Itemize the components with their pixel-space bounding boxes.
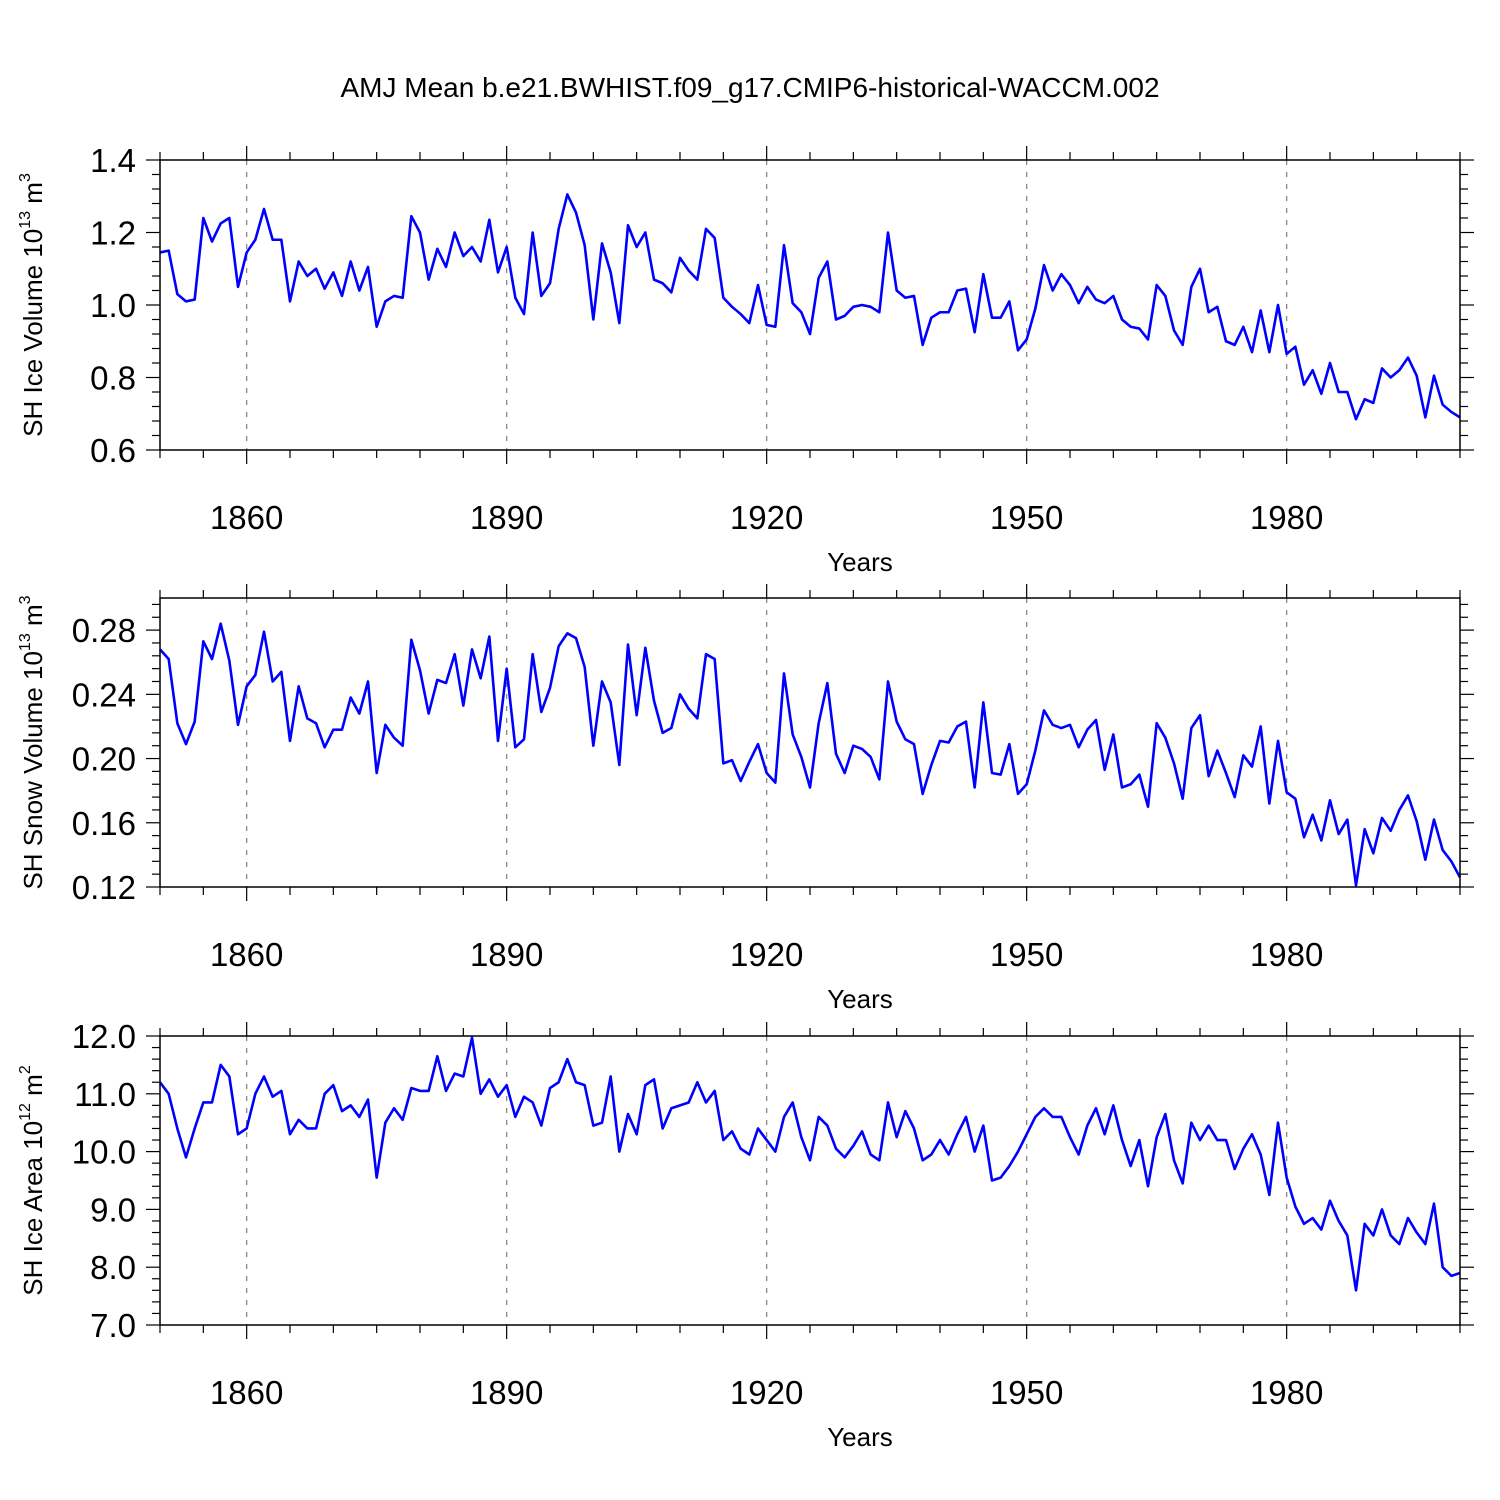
x-axis-title: Years (827, 984, 893, 1014)
y-axis-title: SH Snow Volume 1013 m3 (17, 595, 48, 889)
y-axis-title-unit_exp: 2 (17, 1065, 34, 1074)
y-axis-title-unit_exp: 3 (17, 173, 34, 182)
x-tick-label: 1860 (210, 499, 283, 536)
chart-title: AMJ Mean b.e21.BWHIST.f09_g17.CMIP6-hist… (340, 72, 1159, 103)
y-tick-label: 12.0 (72, 1018, 136, 1055)
x-axis-title: Years (827, 547, 893, 577)
y-tick-label: 0.28 (72, 612, 136, 649)
y-axis-title-unit_exp: 3 (17, 595, 34, 604)
x-tick-label: 1920 (730, 499, 803, 536)
series-line (158, 1036, 1461, 1292)
y-tick-label: 10.0 (72, 1134, 136, 1171)
y-tick-label: 0.6 (90, 432, 136, 469)
y-tick-label: 8.0 (90, 1249, 136, 1286)
x-tick-label: 1980 (1250, 499, 1323, 536)
y-tick-label: 0.12 (72, 869, 136, 906)
y-tick-label: 0.8 (90, 360, 136, 397)
x-axis-title: Years (827, 1422, 893, 1452)
y-axis-title: SH Ice Volume 1013 m3 (17, 173, 48, 437)
y-axis-title-main: SH Ice Area 10 (18, 1121, 48, 1296)
y-tick-label: 7.0 (90, 1307, 136, 1344)
y-axis-title-main: SH Snow Volume 10 (18, 651, 48, 889)
series-line (159, 193, 1461, 421)
x-tick-label: 1890 (470, 1374, 543, 1411)
y-tick-label: 9.0 (90, 1191, 136, 1228)
x-tick-label: 1860 (210, 1374, 283, 1411)
y-axis-title-unit: m (18, 1074, 48, 1103)
x-tick-label: 1980 (1250, 1374, 1323, 1411)
y-tick-label: 0.16 (72, 805, 136, 842)
chart-panels: 1860 1890 1920 1950 1980 0.6 0.8 1.0 1.2 1.4 Years… (17, 142, 1474, 1452)
y-axis-title-main: SH Ice Volume 10 (18, 229, 48, 437)
y-axis-title: SH Ice Area 1012 m2 (17, 1065, 48, 1296)
x-tick-label: 1950 (990, 1374, 1063, 1411)
y-axis-title-exp: 13 (17, 633, 34, 651)
chart-panel-2: 1860 1890 1920 1950 1980 0.12 0.16 0.20 0.24 0.28… (17, 584, 1474, 1014)
y-tick-label: 1.2 (90, 215, 136, 252)
x-tick-label: 1950 (990, 936, 1063, 973)
x-tick-label: 1890 (470, 936, 543, 973)
y-axis-title-unit: m (18, 182, 48, 211)
x-tick-label: 1980 (1250, 936, 1323, 973)
chart-panel-3: 1860 1890 1920 1950 1980 7.0 8.0 9.0 10.0 11.0 12.… (17, 1018, 1474, 1452)
y-tick-label: 0.24 (72, 676, 136, 713)
x-tick-label: 1920 (730, 1374, 803, 1411)
y-axis-title-exp: 13 (17, 211, 34, 229)
chart-panel-1: 1860 1890 1920 1950 1980 0.6 0.8 1.0 1.2 1.4 Years… (17, 142, 1474, 577)
y-tick-label: 1.4 (90, 142, 136, 179)
plot-frame (159, 159, 1461, 451)
series-line (159, 622, 1462, 887)
x-tick-label: 1890 (470, 499, 543, 536)
x-tick-label: 1920 (730, 936, 803, 973)
y-tick-label: 11.0 (74, 1076, 136, 1113)
y-tick-label: 1.0 (90, 287, 136, 324)
y-axis-title-exp: 12 (17, 1103, 34, 1121)
plot-frame (159, 597, 1461, 888)
y-axis-title-unit: m (18, 604, 48, 633)
y-tick-label: 0.20 (72, 741, 136, 778)
x-tick-label: 1950 (990, 499, 1063, 536)
x-tick-label: 1860 (210, 936, 283, 973)
